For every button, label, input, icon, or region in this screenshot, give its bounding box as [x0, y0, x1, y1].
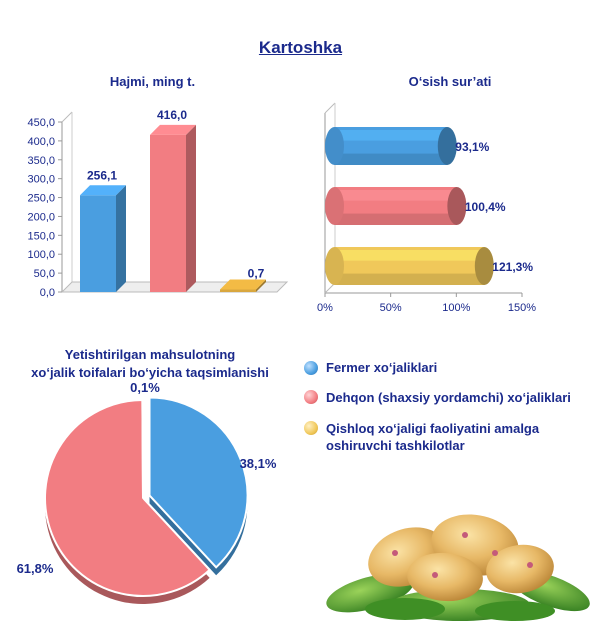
pie-value-label: 38,1% — [240, 456, 277, 471]
bar-highlight — [334, 250, 485, 261]
bar-top — [150, 124, 196, 135]
pie-slice — [44, 398, 212, 597]
volume-bar-chart: 0,0 50,0 100,0 150,0 200,0 250,0 300,0 350,0 400… — [27, 108, 289, 299]
page-title: Kartoshka — [258, 38, 343, 57]
bar-shadow — [334, 153, 448, 165]
bar-highlight — [334, 190, 457, 201]
bar-highlight — [334, 130, 448, 141]
bar-value-label: 256,1 — [87, 168, 117, 182]
x-tick-label: 150% — [508, 302, 536, 314]
share-chart-title: Yetishtirilgan mahsulotning xo‘jalik toi… — [0, 346, 300, 382]
y-tick-label: 0,0 — [40, 287, 55, 299]
legend-label-fermer: Fermer xo‘jaliklari — [326, 360, 438, 375]
potato-eye — [432, 572, 438, 578]
potato-eye — [527, 562, 533, 568]
pie-value-label: 61,8% — [17, 561, 54, 576]
pie-slice — [148, 396, 249, 569]
legend-item-dehqon: Dehqon (shaxsiy yordamchi) xo‘jaliklari — [304, 389, 589, 406]
bar-end-cap — [437, 127, 457, 165]
bar-front — [80, 195, 116, 292]
bar-top — [220, 279, 266, 290]
y-tick-label: 250,0 — [27, 193, 55, 205]
legend-label-dehqon: Dehqon (shaxsiy yordamchi) xo‘jaliklari — [326, 390, 571, 405]
share-pie-chart: 38,1% 61,8% 0,1% — [17, 380, 277, 604]
bar-start-cap — [325, 247, 344, 285]
potato-eye — [462, 532, 468, 538]
legend-marker-dehqon — [304, 390, 318, 404]
y-tick-label: 100,0 — [27, 249, 55, 261]
x-tick-label: 100% — [442, 302, 470, 314]
legend: Fermer xo‘jaliklari Dehqon (shaxsiy yord… — [304, 360, 589, 454]
y-tick-label: 150,0 — [27, 230, 55, 242]
pie-slice — [141, 398, 144, 499]
y-tick-label: 450,0 — [27, 117, 55, 129]
bar-shadow — [334, 273, 485, 285]
bar-end-cap — [474, 247, 494, 285]
bar-end-cap — [447, 187, 467, 225]
bar-value-label: 121,3% — [492, 260, 533, 274]
potato-eye — [492, 550, 498, 556]
potato-eye — [392, 550, 398, 556]
bar-top — [80, 185, 126, 196]
share-chart-title-line1: Yetishtirilgan mahsulotning — [64, 347, 236, 362]
potatoes-on-leaves-image — [326, 514, 590, 621]
bar-value-label: 0,7 — [248, 267, 265, 281]
bar-front — [220, 289, 256, 292]
legend-item-fermer: Fermer xo‘jaliklari — [304, 360, 589, 375]
legend-item-tashkilotlar: Qishloq xo‘jaligi faoliyatini amalga osh… — [304, 420, 589, 454]
y-tick-label: 300,0 — [27, 174, 55, 186]
growth-chart-title: O‘sish sur’ati — [408, 74, 492, 89]
x-tick-label: 50% — [380, 302, 402, 314]
bar-value-label: 100,4% — [465, 200, 506, 214]
y-tick-label: 50,0 — [34, 268, 55, 280]
x-tick-label: 0% — [317, 302, 333, 314]
bar-side — [186, 124, 196, 292]
bar-start-cap — [325, 187, 344, 225]
y-tick-label: 350,0 — [27, 155, 55, 167]
legend-marker-tashkilotlar — [304, 421, 318, 435]
bar-side — [256, 279, 266, 292]
bar-value-label: 93,1% — [455, 140, 489, 154]
bar-value-label: 416,0 — [157, 108, 187, 122]
y-tick-label: 400,0 — [27, 136, 55, 148]
share-chart-title-line2: xo‘jalik toifalari bo‘yicha taqsimlanish… — [31, 365, 269, 380]
y-tick-label: 200,0 — [27, 211, 55, 223]
bar-start-cap — [325, 127, 344, 165]
potato — [407, 552, 483, 602]
growth-bar-chart: 0% 50% 100% 150% 93,1% 100,4% 121,3% — [317, 102, 536, 314]
leaf — [475, 601, 555, 621]
legend-label-tashkilotlar: Qishloq xo‘jaligi faoliyatini amalga osh… — [326, 421, 540, 453]
leaf — [365, 598, 445, 620]
axis-depth-line — [61, 111, 73, 123]
pie-value-label: 0,1% — [130, 380, 160, 395]
potato — [486, 544, 554, 594]
bar-shadow — [334, 213, 457, 225]
bar-front — [150, 134, 186, 292]
volume-chart-title: Hajmi, ming t. — [109, 74, 196, 89]
legend-marker-fermer — [304, 361, 318, 375]
axis-depth-line — [324, 102, 336, 114]
bar-side — [116, 185, 126, 292]
